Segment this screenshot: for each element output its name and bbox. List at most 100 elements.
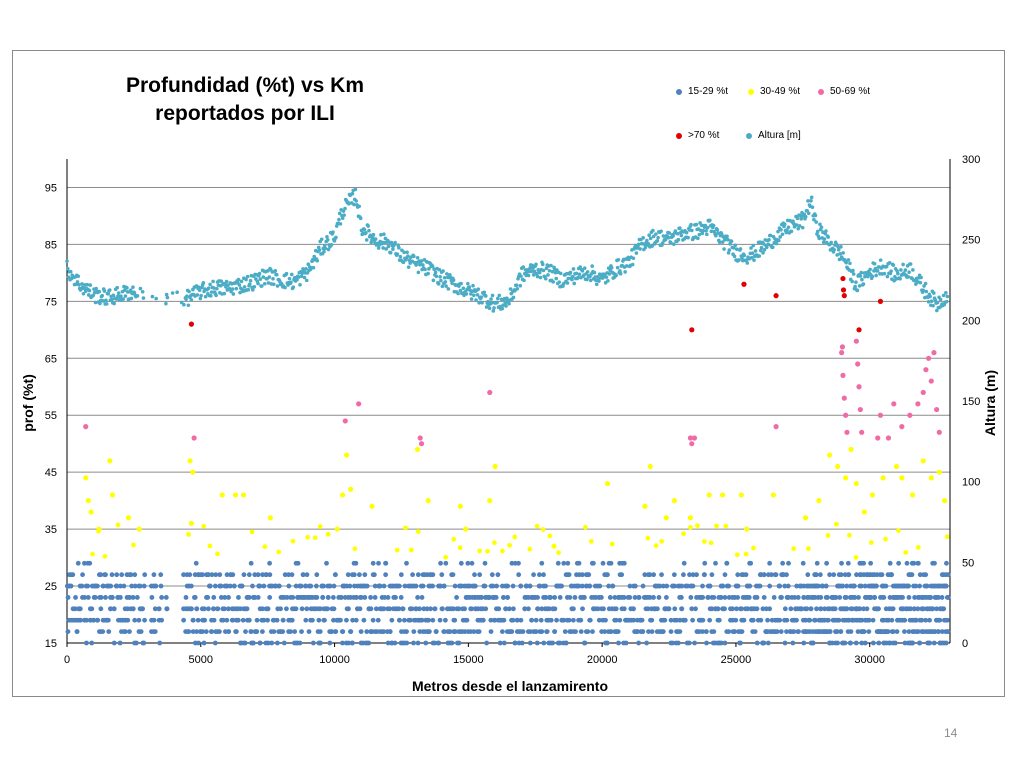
point-altura <box>104 302 109 306</box>
point-15-29 <box>704 640 709 646</box>
point-15-29 <box>114 572 120 578</box>
point-15-29 <box>270 617 276 623</box>
point-15-29 <box>248 629 254 635</box>
point-over-70 <box>773 293 779 299</box>
point-altura <box>941 293 946 298</box>
point-altura <box>689 222 693 227</box>
point-altura <box>935 308 939 313</box>
point-altura <box>203 294 208 299</box>
point-30-49 <box>899 475 905 481</box>
point-altura <box>227 286 232 291</box>
point-altura <box>445 272 449 276</box>
point-15-29 <box>702 560 708 566</box>
point-30-49 <box>344 452 350 458</box>
point-15-29 <box>825 595 830 600</box>
point-altura <box>588 278 593 283</box>
point-15-29 <box>201 606 207 612</box>
point-30-49 <box>305 534 311 540</box>
point-30-49 <box>276 549 282 555</box>
point-15-29 <box>129 583 135 589</box>
point-altura <box>406 254 410 258</box>
point-over-70 <box>188 321 195 327</box>
point-15-29 <box>488 629 494 635</box>
point-15-29 <box>518 617 524 623</box>
point-15-29 <box>132 617 138 623</box>
point-15-29 <box>646 629 651 635</box>
x-tick-label: 30000 <box>854 654 885 666</box>
point-15-29 <box>687 572 692 578</box>
point-15-29 <box>760 606 766 612</box>
x-tick-label: 10000 <box>319 654 350 666</box>
point-15-29 <box>327 583 333 589</box>
point-altura <box>899 268 903 272</box>
point-15-29 <box>404 640 410 646</box>
point-15-29 <box>600 560 606 566</box>
point-altura <box>554 276 559 281</box>
point-15-29 <box>778 629 784 635</box>
point-15-29 <box>861 629 867 635</box>
point-15-29 <box>812 617 817 623</box>
point-30-49 <box>551 543 557 549</box>
point-15-29 <box>541 572 546 578</box>
point-15-29 <box>720 583 726 589</box>
point-15-29 <box>325 595 331 600</box>
point-altura <box>860 277 864 282</box>
point-altura <box>546 273 550 277</box>
point-altura <box>490 300 494 305</box>
point-50-69 <box>856 384 862 390</box>
point-altura <box>397 246 401 250</box>
point-15-29 <box>490 583 496 589</box>
point-altura <box>631 256 636 261</box>
point-altura <box>464 292 469 296</box>
point-altura <box>107 288 112 292</box>
point-15-29 <box>100 629 106 635</box>
point-30-49 <box>451 536 457 542</box>
point-15-29 <box>114 583 120 589</box>
point-15-29 <box>909 572 915 578</box>
point-15-29 <box>372 583 378 589</box>
point-15-29 <box>808 606 814 612</box>
point-15-29 <box>351 572 357 578</box>
point-altura <box>678 226 682 230</box>
point-30-49 <box>751 545 756 551</box>
point-altura <box>88 283 93 287</box>
point-15-29 <box>299 606 305 612</box>
point-15-29 <box>603 617 608 623</box>
point-altura <box>578 265 583 269</box>
point-altura <box>576 275 580 280</box>
point-15-29 <box>248 560 254 566</box>
point-altura <box>850 279 854 284</box>
point-altura <box>866 274 870 279</box>
point-altura <box>423 267 427 272</box>
point-15-29 <box>612 595 618 600</box>
point-altura <box>774 241 779 246</box>
point-15-29 <box>80 572 85 578</box>
point-15-29 <box>103 595 108 600</box>
point-15-29 <box>347 583 353 589</box>
point-15-29 <box>495 572 501 578</box>
point-altura <box>65 259 69 263</box>
point-15-29 <box>681 560 687 566</box>
point-30-49 <box>869 492 876 498</box>
point-altura <box>817 236 822 241</box>
point-15-29 <box>134 595 140 600</box>
point-altura <box>776 238 781 243</box>
point-altura <box>495 300 499 305</box>
point-15-29 <box>290 595 296 600</box>
point-altura <box>495 296 500 301</box>
point-altura <box>128 288 133 292</box>
point-30-49 <box>115 522 121 528</box>
point-altura <box>484 294 488 298</box>
point-15-29 <box>284 595 290 600</box>
point-altura <box>528 266 532 270</box>
point-15-29 <box>605 572 610 578</box>
point-15-29 <box>193 560 199 566</box>
point-altura <box>570 274 575 279</box>
point-30-49 <box>701 539 707 544</box>
point-15-29 <box>943 640 949 646</box>
point-15-29 <box>250 583 255 589</box>
point-30-49 <box>348 486 354 492</box>
point-15-29 <box>222 595 228 600</box>
point-altura <box>757 254 762 258</box>
point-15-29 <box>741 617 747 623</box>
